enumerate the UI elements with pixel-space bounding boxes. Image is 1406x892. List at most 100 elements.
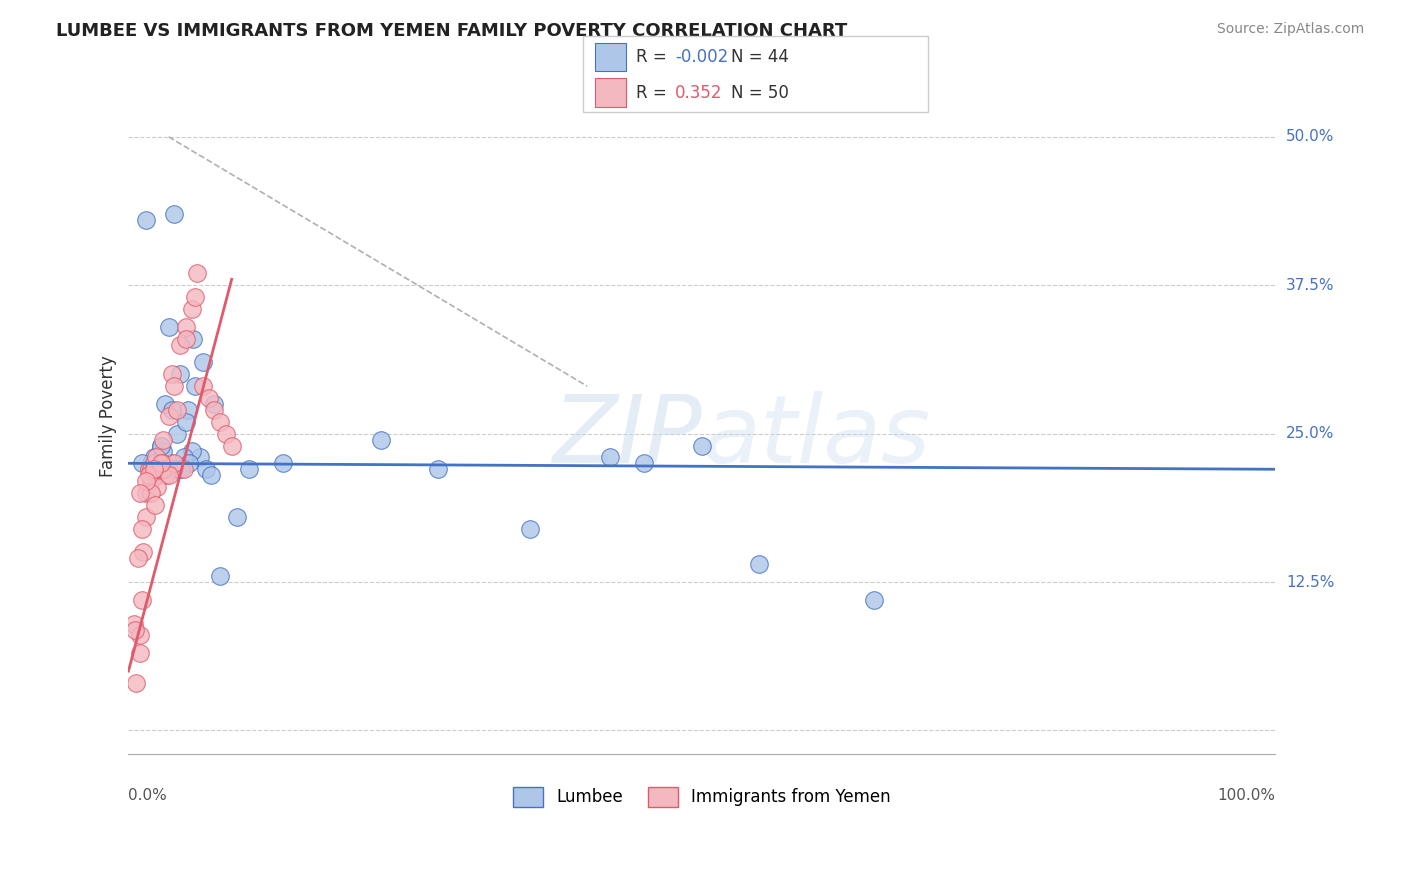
Point xyxy=(186,266,208,280)
Point xyxy=(174,415,197,429)
Point xyxy=(179,456,201,470)
Point xyxy=(204,403,226,417)
Point xyxy=(152,462,174,476)
Point xyxy=(131,592,153,607)
Point xyxy=(143,498,166,512)
Point xyxy=(690,438,713,452)
Text: N = 44: N = 44 xyxy=(731,48,789,66)
Point xyxy=(149,462,172,476)
Point xyxy=(152,433,174,447)
Text: atlas: atlas xyxy=(702,391,929,482)
Point xyxy=(142,456,165,470)
Point xyxy=(226,509,249,524)
Point xyxy=(152,456,174,470)
Point xyxy=(163,462,186,476)
Point xyxy=(180,444,202,458)
Point xyxy=(209,569,232,583)
Point xyxy=(138,468,160,483)
Point xyxy=(145,450,167,465)
Point xyxy=(160,403,183,417)
Point xyxy=(195,462,218,476)
Point xyxy=(169,337,191,351)
Text: 0.0%: 0.0% xyxy=(128,788,167,803)
Point xyxy=(169,368,191,382)
Point xyxy=(163,207,186,221)
Point xyxy=(173,462,195,476)
Point xyxy=(271,456,294,470)
Point xyxy=(163,379,186,393)
Text: Source: ZipAtlas.com: Source: ZipAtlas.com xyxy=(1216,22,1364,37)
Point xyxy=(188,450,211,465)
Point xyxy=(142,462,165,476)
Point xyxy=(184,290,207,304)
Point xyxy=(129,646,152,660)
Point xyxy=(153,397,176,411)
Point xyxy=(149,438,172,452)
Point xyxy=(122,616,145,631)
Point xyxy=(129,628,152,642)
Point xyxy=(142,450,165,465)
Point xyxy=(184,379,207,393)
Point xyxy=(160,456,183,470)
Point xyxy=(173,450,195,465)
Point xyxy=(135,474,157,488)
Point xyxy=(131,456,153,470)
Point xyxy=(191,355,214,369)
Point xyxy=(370,433,392,447)
Point xyxy=(146,462,169,476)
Y-axis label: Family Poverty: Family Poverty xyxy=(100,355,117,476)
Point xyxy=(141,462,163,476)
Text: R =: R = xyxy=(636,84,676,102)
Text: LUMBEE VS IMMIGRANTS FROM YEMEN FAMILY POVERTY CORRELATION CHART: LUMBEE VS IMMIGRANTS FROM YEMEN FAMILY P… xyxy=(56,22,848,40)
Point xyxy=(149,438,172,452)
Point xyxy=(633,456,655,470)
Point xyxy=(146,480,169,494)
Point xyxy=(155,468,177,483)
Point xyxy=(131,522,153,536)
Point xyxy=(177,403,200,417)
Point xyxy=(152,444,174,458)
Point xyxy=(180,301,202,316)
Point xyxy=(149,456,172,470)
Point xyxy=(599,450,621,465)
Point xyxy=(152,462,174,476)
Point xyxy=(141,456,163,470)
Point xyxy=(862,592,884,607)
Point xyxy=(174,319,197,334)
Text: N = 50: N = 50 xyxy=(731,84,789,102)
Point xyxy=(200,468,222,483)
Text: 37.5%: 37.5% xyxy=(1286,277,1334,293)
Point xyxy=(124,623,146,637)
Point xyxy=(204,397,226,411)
Point xyxy=(427,462,450,476)
Point xyxy=(238,462,260,476)
Point xyxy=(138,462,160,476)
Point xyxy=(129,486,152,500)
Point xyxy=(166,426,188,441)
Text: R =: R = xyxy=(636,48,672,66)
Point xyxy=(197,391,219,405)
Point xyxy=(191,379,214,393)
Point xyxy=(748,558,770,572)
Point xyxy=(209,415,232,429)
Point xyxy=(170,462,193,476)
Text: -0.002: -0.002 xyxy=(675,48,728,66)
Point xyxy=(221,438,243,452)
Point xyxy=(135,486,157,500)
Point xyxy=(163,456,186,470)
Point xyxy=(174,332,197,346)
Text: 50.0%: 50.0% xyxy=(1286,129,1334,145)
Text: 25.0%: 25.0% xyxy=(1286,426,1334,442)
Point xyxy=(166,403,188,417)
Point xyxy=(153,462,176,476)
Point xyxy=(181,332,204,346)
Text: ZIP: ZIP xyxy=(553,391,702,482)
Point xyxy=(157,319,180,334)
Point xyxy=(166,462,188,476)
Text: 100.0%: 100.0% xyxy=(1218,788,1275,803)
Point xyxy=(125,676,148,690)
Point xyxy=(141,474,163,488)
Point xyxy=(135,509,157,524)
Point xyxy=(135,213,157,227)
Point xyxy=(157,468,180,483)
